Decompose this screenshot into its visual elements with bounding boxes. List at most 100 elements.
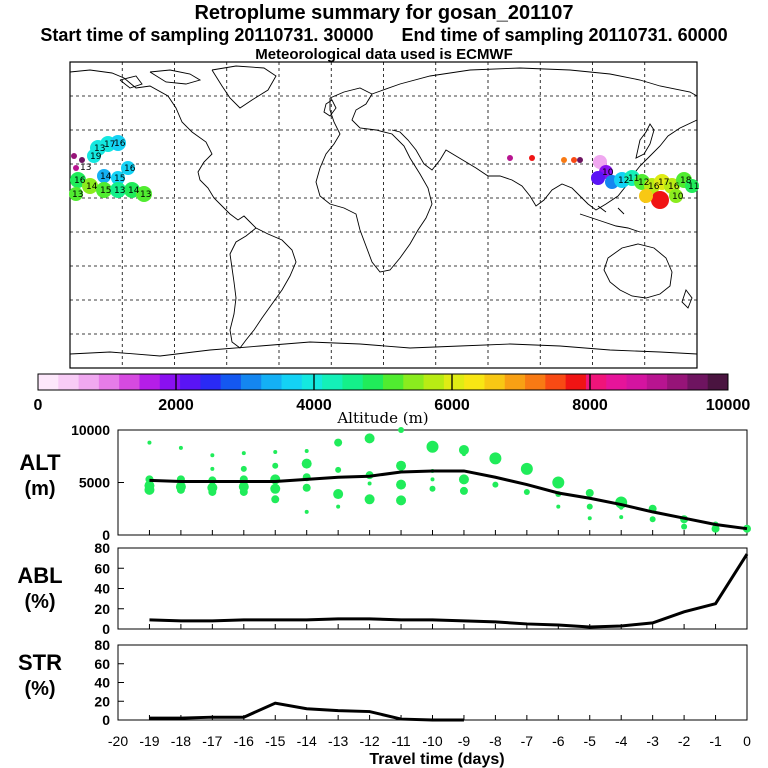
x-tick-label: -4: [615, 733, 628, 749]
altitude-dot: [178, 445, 183, 450]
altitude-dot: [681, 523, 688, 530]
chart-subtitle-sampling: Start time of sampling 20110731. 30000 En…: [0, 25, 768, 46]
altitude-dot: [556, 504, 561, 509]
panel-abl: 0 20 40 60 80 ABL (%): [17, 540, 749, 637]
colorbar-cell: [281, 374, 303, 390]
altitude-dot: [210, 453, 215, 458]
trajectory-dot: [685, 179, 699, 193]
x-tick-label: -11: [391, 733, 410, 749]
altitude-dot: [585, 489, 594, 497]
x-tick-label: -18: [171, 733, 191, 749]
map-label: 17: [104, 140, 115, 150]
map-label: 16: [124, 164, 136, 174]
colorbar-label: Altitude (m): [336, 409, 428, 427]
map-label: 13: [72, 190, 83, 200]
trajectory-dot: [507, 155, 513, 161]
altitude-dot: [239, 487, 248, 496]
altitude-dot: [144, 484, 155, 495]
y-axis-label: ALT: [19, 450, 61, 475]
map-label: 13: [80, 163, 91, 173]
trajectory-dot: [111, 171, 125, 185]
altitude-dot: [711, 524, 720, 533]
colorbar-cell: [240, 374, 262, 390]
map-label: 14: [86, 182, 98, 192]
altitude-dot: [272, 462, 279, 469]
y-tick-label: 0: [102, 621, 110, 637]
colorbar-cell: [383, 374, 404, 390]
colorbar-cell: [504, 374, 526, 390]
coastline-british-isles: [323, 99, 337, 117]
altitude-dot: [176, 485, 185, 494]
trajectory-dot: [577, 157, 583, 163]
y-tick-label: 40: [94, 675, 110, 691]
altitude-dot: [270, 483, 281, 494]
altitude-dot: [587, 516, 592, 521]
panel-alt: 0 5000 10000 ALT (m): [19, 422, 751, 543]
y-axis-unit: (%): [24, 678, 55, 700]
altitude-dot: [147, 440, 152, 445]
colorbar-tick-label: 10000: [706, 397, 751, 414]
end-time-text: End time of sampling 20110731. 60000: [401, 25, 728, 45]
map-label: 16: [668, 182, 680, 192]
colorbar-tick-label: 2000: [158, 397, 194, 414]
y-axis-unit: (m): [24, 478, 55, 500]
y-tick-label: 60: [94, 560, 110, 576]
colorbar-cell: [525, 374, 546, 390]
altitude-dot: [396, 495, 407, 506]
map-label: 17: [658, 178, 669, 188]
altitude-dot: [335, 466, 342, 473]
colorbar-cell: [443, 374, 465, 390]
trajectory-dot: [591, 171, 605, 185]
y-tick-label: 40: [94, 581, 110, 597]
x-tick-label: -13: [328, 733, 348, 749]
altitude-dot: [271, 495, 280, 504]
colorbar-cell: [403, 374, 424, 390]
altitude-dot: [304, 509, 309, 514]
start-time-text: Start time of sampling 20110731. 30000: [40, 25, 374, 45]
colorbar-cell: [98, 374, 120, 390]
colorbar-cell: [545, 374, 567, 390]
x-tick-label: -3: [646, 733, 659, 749]
map-label: 10: [602, 168, 614, 178]
colorbar-cell: [261, 374, 282, 390]
altitude-dot: [302, 483, 311, 492]
world-map: 13 17 16 19 16 14 15 16 14 15 13 14 13 1…: [69, 61, 699, 369]
colorbar-cell: [585, 374, 607, 390]
median-altitude-line: [149, 469, 748, 531]
altitude-dot: [367, 481, 372, 486]
trajectory-points: [69, 135, 699, 209]
y-axis-label: STR: [18, 650, 62, 675]
altitude-dot: [461, 452, 466, 457]
y-tick-label: 20: [94, 693, 110, 709]
colorbar-cell: [606, 374, 627, 390]
altitude-dot: [396, 460, 407, 471]
coastline-greenland: [211, 65, 277, 109]
x-tick-label: -14: [297, 733, 317, 749]
y-tick-label: 10000: [71, 422, 110, 438]
y-axis-unit: (%): [24, 591, 55, 613]
altitude-dot: [304, 449, 309, 453]
map-label: 16: [114, 139, 126, 149]
coastline-south-america: [229, 227, 297, 349]
colorbar-cell: [180, 374, 201, 390]
map-gridlines: [70, 62, 697, 368]
altitude-dot: [619, 505, 624, 510]
map-label: 11: [688, 182, 699, 192]
coastline-indonesia: [579, 205, 641, 233]
map-label: 16: [74, 176, 86, 186]
altitude-dot: [520, 462, 533, 475]
panel-str: 0 20 40 60 80 STR (%): [18, 637, 748, 728]
colorbar-cell: [464, 374, 485, 390]
x-tick-label: -17: [202, 733, 222, 749]
colorbar-frame: [37, 373, 729, 391]
x-tick-label: -2: [678, 733, 691, 749]
colorbar-cell: [139, 374, 161, 390]
altitude-dot: [398, 427, 405, 433]
colorbar-cell: [626, 374, 648, 390]
map-label: 12: [618, 176, 629, 186]
coastline-antarctica: [69, 341, 698, 357]
str-line: [149, 701, 464, 722]
y-tick-label: 5000: [79, 475, 110, 491]
colorbar-cell: [322, 374, 343, 390]
